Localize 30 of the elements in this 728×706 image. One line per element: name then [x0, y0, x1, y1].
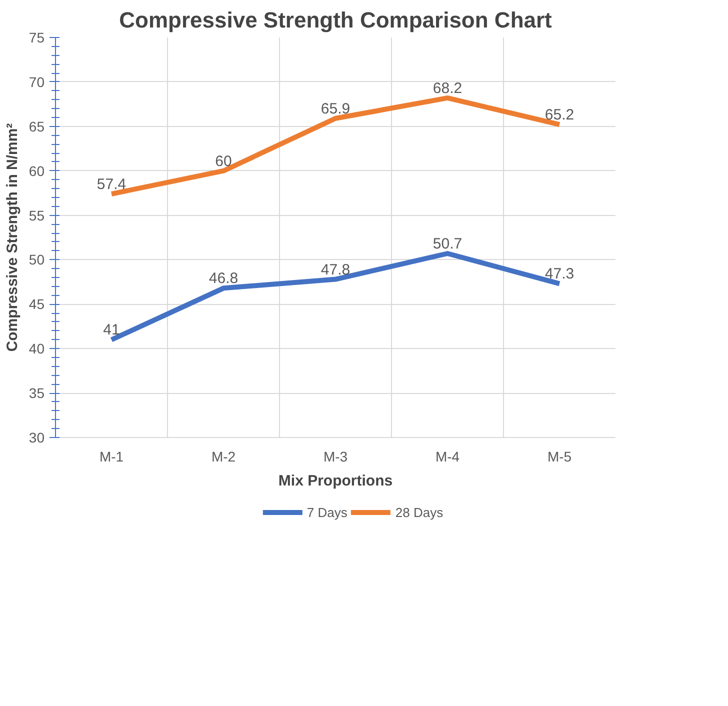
y-tick-label: 70: [28, 74, 45, 90]
y-axis-title: Compressive Strength in N/mm²: [4, 123, 21, 352]
data-label: 60: [215, 152, 232, 170]
legend-label: 7 Days: [306, 504, 348, 520]
x-tick-label: M-2: [211, 448, 236, 464]
y-tick-label: 45: [28, 296, 45, 312]
data-label: 65.2: [544, 106, 574, 124]
y-tick-label: 40: [28, 340, 45, 357]
y-tick-label: 30: [28, 430, 45, 446]
data-label: 57.4: [96, 176, 126, 193]
data-label: 47.3: [544, 266, 574, 283]
x-tick-label: M-5: [547, 448, 572, 464]
data-label: 47.8: [320, 261, 350, 278]
y-tick-label: 75: [28, 30, 45, 46]
chart-title: Compressive Strength Comparison Chart: [119, 8, 553, 32]
data-label: 50.7: [432, 236, 462, 252]
data-label: 65.9: [320, 100, 350, 118]
data-label: 46.8: [208, 270, 238, 288]
y-tick-label: 35: [28, 385, 45, 402]
data-label: 41: [103, 322, 120, 339]
x-tick-label: M-4: [435, 448, 460, 464]
x-tick-label: M-1: [99, 448, 124, 464]
y-tick-label: 60: [28, 162, 45, 179]
legend-label: 28 Days: [395, 504, 444, 520]
x-tick-label: M-3: [323, 448, 348, 464]
data-label: 68.2: [432, 80, 462, 97]
y-tick-label: 50: [28, 252, 45, 268]
y-tick-label: 55: [28, 207, 45, 224]
y-tick-label: 65: [28, 118, 45, 134]
x-axis-title: Mix Proportions: [278, 472, 393, 490]
